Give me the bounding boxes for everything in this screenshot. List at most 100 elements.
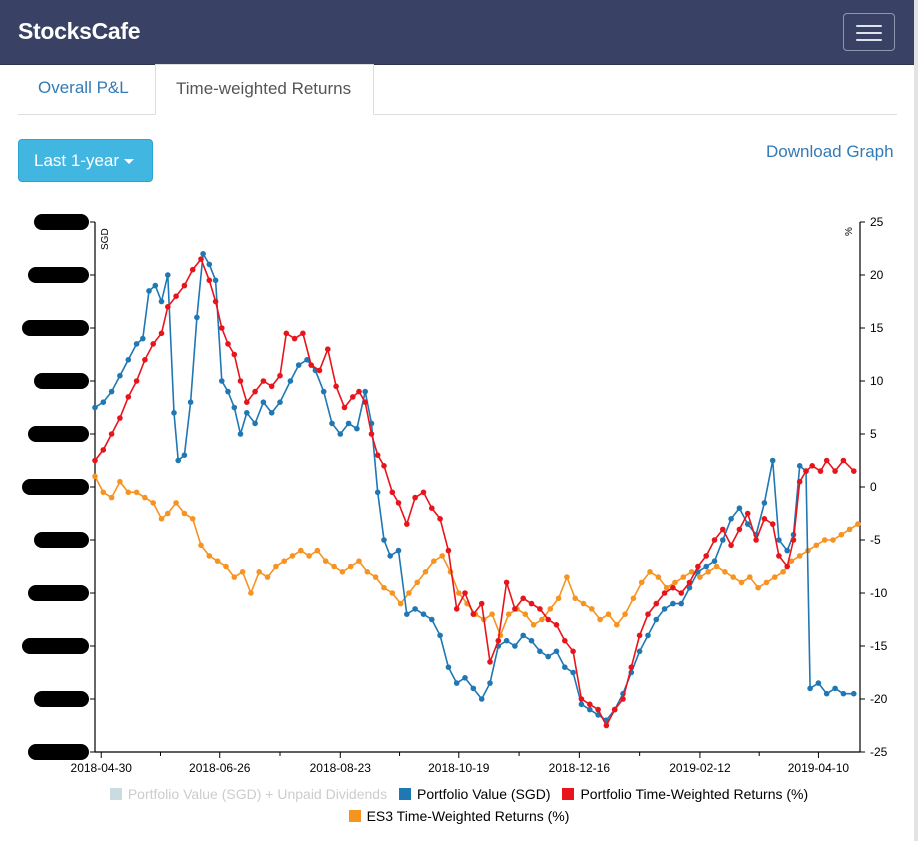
series-portfolio-twr-point — [125, 394, 132, 400]
series-portfolio-twr-point — [206, 277, 213, 284]
range-dropdown-button[interactable]: Last 1-year — [18, 139, 153, 182]
legend-item-value-dividends[interactable]: Portfolio Value (SGD) + Unpaid Dividends — [109, 786, 388, 802]
series-portfolio-twr-point — [198, 256, 204, 262]
series-es3-twr-point — [108, 494, 115, 501]
series-portfolio-twr-point — [645, 611, 651, 617]
series-portfolio-twr-point — [291, 335, 298, 342]
series-portfolio-twr-point — [325, 346, 331, 352]
series-es3-twr-point — [125, 489, 132, 496]
series-portfolio-value-point — [260, 399, 267, 405]
y-axis-right-label: % — [844, 227, 855, 236]
tab-overall-pl[interactable]: Overall P&L — [38, 78, 129, 97]
series-portfolio-twr-point — [537, 606, 543, 612]
series-portfolio-value-point — [520, 632, 526, 639]
series-portfolio-value-point — [744, 521, 751, 527]
series-portfolio-value-point — [181, 452, 188, 458]
series-portfolio-twr-point — [470, 611, 477, 617]
series-portfolio-twr-point — [653, 600, 660, 607]
navbar: StocksCafe — [0, 0, 914, 65]
series-es3-twr-point — [738, 579, 745, 586]
series-portfolio-value-point — [796, 463, 803, 469]
series-portfolio-twr-point — [636, 632, 643, 639]
series-portfolio-value-point — [225, 388, 231, 395]
series-es3-twr-point — [456, 590, 462, 596]
series-es3-twr-point — [530, 622, 537, 628]
series-portfolio-value-point — [823, 690, 830, 697]
series-portfolio-twr-point — [620, 696, 626, 702]
series-portfolio-value-point — [374, 489, 381, 496]
legend-label-value-dividends: Portfolio Value (SGD) + Unpaid Dividends — [127, 786, 388, 802]
series-portfolio-twr-point — [840, 457, 847, 464]
series-es3-twr-point — [100, 489, 107, 496]
series-es3-twr-point — [547, 606, 554, 612]
series-portfolio-value-point — [736, 505, 743, 512]
series-es3-twr-point — [796, 553, 803, 559]
y-right-tick-label: -10 — [870, 586, 888, 600]
series-portfolio-twr-point — [150, 341, 156, 347]
series-portfolio-twr-point — [487, 659, 493, 665]
series-portfolio-value-point — [478, 696, 485, 702]
series-es3-twr-point — [239, 569, 246, 575]
series-portfolio-twr-point — [478, 600, 485, 607]
x-tick-label: 2018-04-30 — [71, 761, 133, 775]
legend-swatch-value-dividends — [109, 788, 122, 800]
series-portfolio-twr-point — [803, 468, 809, 474]
series-es3-twr-point — [389, 590, 396, 596]
download-graph-link[interactable]: Download Graph — [766, 142, 894, 161]
redaction-mark — [28, 585, 89, 601]
series-portfolio-twr-point — [462, 590, 468, 596]
series-es3-twr-point — [672, 579, 678, 586]
series-portfolio-value-point — [570, 669, 576, 676]
series-portfolio-value-point — [462, 675, 468, 681]
series-portfolio-value-point — [784, 547, 790, 554]
series-portfolio-twr-point — [108, 431, 115, 437]
series-es3-twr-point — [713, 563, 720, 570]
series-es3-twr-point — [339, 569, 346, 575]
series-portfolio-twr-point — [595, 706, 601, 713]
series-es3-twr-point — [439, 553, 446, 559]
series-portfolio-value-point — [453, 680, 460, 686]
hamburger-icon-bottom — [856, 39, 882, 41]
series-es3-twr-point — [539, 616, 545, 623]
legend-swatch-portfolio-value — [398, 788, 411, 800]
series-portfolio-twr-point — [356, 388, 362, 395]
twr-chart: SGD % 25 20 15 10 5 0 -5 -10 -15 -20 -25 2018-04-30 20… — [22, 214, 888, 775]
series-es3-twr-point — [347, 563, 354, 570]
series-es3-twr-point — [406, 590, 412, 596]
legend-item-portfolio-twr[interactable]: Portfolio Time-Weighted Returns (%) — [562, 786, 808, 802]
series-portfolio-twr-point — [603, 722, 610, 729]
series-portfolio-twr-point — [678, 590, 684, 596]
series-portfolio-twr-point — [231, 351, 238, 358]
series-es3-twr-point — [189, 516, 196, 522]
series-portfolio-value-point — [237, 431, 244, 437]
series-es3-twr-point — [663, 584, 670, 591]
series-portfolio-twr-point — [670, 584, 676, 591]
brand-logo[interactable]: StocksCafe — [18, 18, 141, 44]
series-portfolio-value-point — [545, 653, 551, 660]
series-portfolio-value-point — [807, 685, 813, 692]
legend-item-es3-twr[interactable]: ES3 Time-Weighted Returns (%) — [348, 808, 569, 824]
tab-time-weighted-returns[interactable]: Time-weighted Returns — [155, 64, 374, 115]
menu-toggle-button[interactable] — [843, 13, 895, 51]
series-portfolio-value-point — [840, 690, 847, 697]
redacted-left-ticks — [22, 214, 95, 760]
series-portfolio-value-point — [362, 388, 369, 395]
series-portfolio-value-point — [100, 399, 107, 405]
y-right-tick-label: 5 — [870, 427, 877, 441]
series-es3-twr-point — [763, 579, 770, 586]
series-portfolio-value-point — [711, 558, 718, 564]
series-portfolio-value-point — [503, 637, 510, 644]
y-right-tick-label: 20 — [870, 268, 884, 282]
series-portfolio-twr-point — [181, 282, 188, 289]
legend-item-portfolio-value[interactable]: Portfolio Value (SGD) — [398, 786, 551, 802]
series-es3-twr-point — [688, 569, 695, 575]
series-es3-twr-point — [838, 531, 845, 538]
series-portfolio-value-point — [832, 685, 838, 692]
series-es3-twr-point — [489, 611, 495, 617]
page-scrollbar[interactable] — [914, 0, 918, 841]
series-portfolio-twr-point — [395, 500, 402, 506]
series-es3-twr-point — [622, 611, 628, 617]
series-portfolio-value-point — [140, 335, 146, 342]
series-portfolio-twr-point — [189, 266, 196, 273]
series-portfolio-value-point — [761, 500, 768, 506]
